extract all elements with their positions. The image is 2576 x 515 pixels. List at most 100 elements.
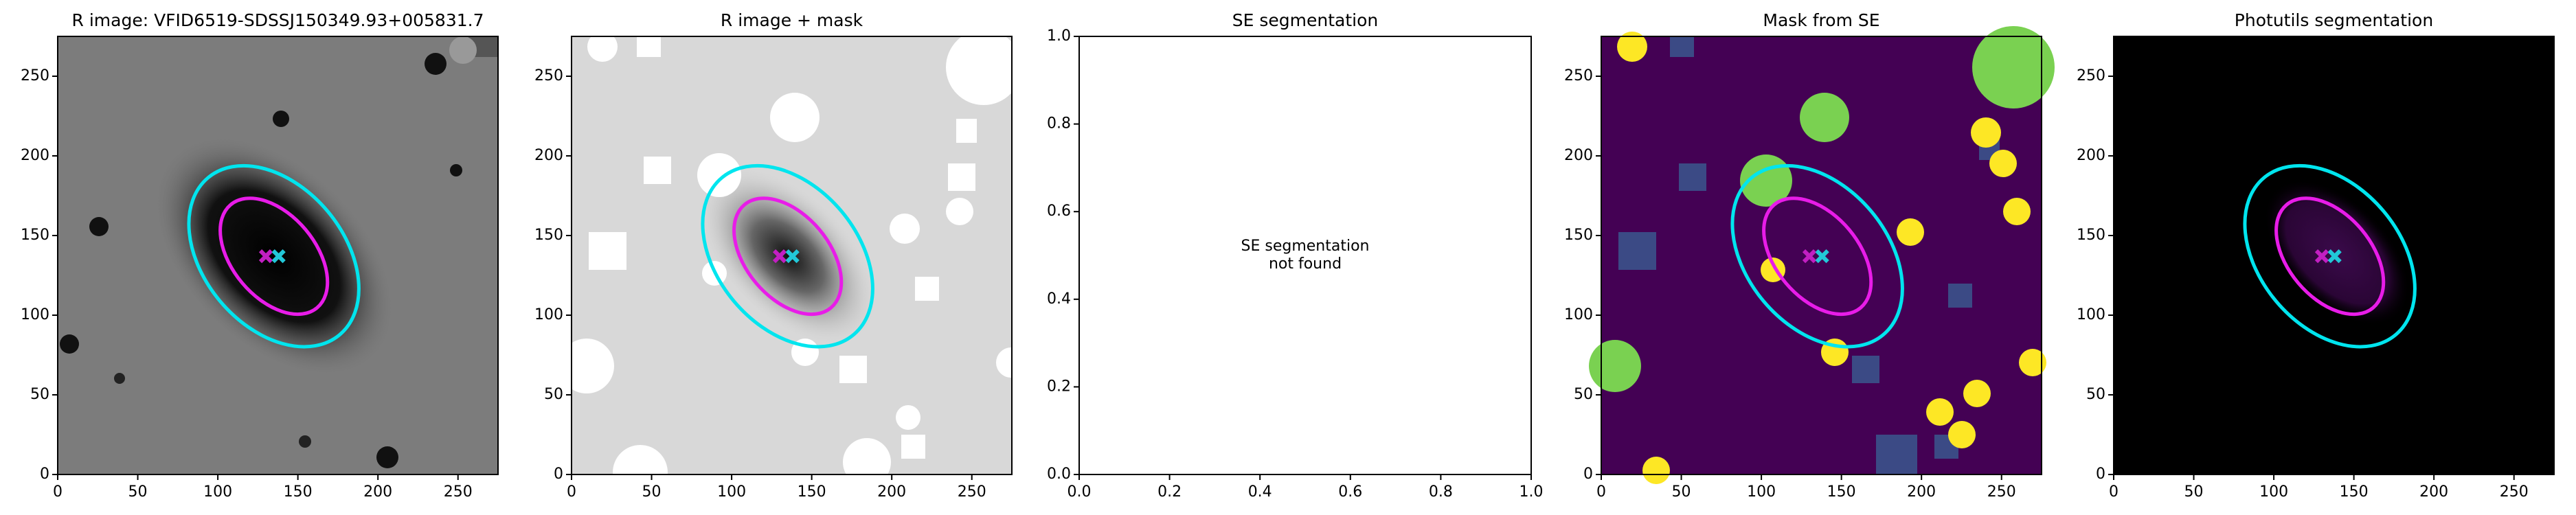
x-tick-label: 200 bbox=[2419, 483, 2448, 501]
aperture-ellipse bbox=[2243, 163, 2417, 349]
y-tick-label: 250 bbox=[21, 67, 49, 84]
x-tick-label: 0 bbox=[2109, 483, 2119, 501]
center-marker bbox=[2314, 249, 2329, 264]
x-tick-label: 150 bbox=[284, 483, 313, 501]
y-tick-label: 150 bbox=[21, 227, 49, 244]
y-tick-label: 150 bbox=[1564, 227, 1593, 244]
x-tick-label: 250 bbox=[2500, 483, 2529, 501]
aperture-ellipse bbox=[1762, 196, 1873, 317]
x-tick-label: 50 bbox=[128, 483, 148, 501]
aperture-ellipse bbox=[2274, 196, 2386, 317]
axes-frame bbox=[1078, 36, 1532, 475]
y-tick-label: 250 bbox=[1564, 67, 1593, 84]
center-marker bbox=[1815, 249, 1829, 264]
panel-title: Mask from SE bbox=[1763, 10, 1879, 30]
x-tick-label: 200 bbox=[1907, 483, 1936, 501]
y-tick-label: 200 bbox=[534, 147, 563, 164]
panel: Photutils segmentation 0 50 100 150 200 250 0 50… bbox=[2077, 10, 2555, 501]
center-marker bbox=[2327, 249, 2342, 264]
panel: Mask from SE 0 50 100 150 200 250 0 50 100 150 200 2… bbox=[1564, 10, 2042, 501]
overlay bbox=[187, 163, 361, 349]
x-tick-label: 0.0 bbox=[1067, 483, 1092, 501]
overlay bbox=[2243, 163, 2417, 349]
image-background bbox=[559, 30, 1026, 500]
aperture-ellipse bbox=[732, 196, 844, 317]
y-tick-label: 0.6 bbox=[1047, 203, 1071, 220]
panel: R image + mask 0 50 100 150 200 250 0 50 100 150 20… bbox=[534, 10, 1013, 501]
x-tick-label: 100 bbox=[717, 483, 746, 501]
axes-frame bbox=[2113, 36, 2555, 475]
x-tick-label: 100 bbox=[2259, 483, 2288, 501]
aperture-ellipse bbox=[187, 163, 361, 349]
x-tick-label: 0.8 bbox=[1429, 483, 1453, 501]
x-tick-label: 100 bbox=[203, 483, 232, 501]
y-tick-label: 200 bbox=[1564, 147, 1593, 164]
x-tick-label: 250 bbox=[1987, 483, 2016, 501]
y-tick-label: 0 bbox=[2096, 466, 2105, 483]
annotation: SE segmentation bbox=[1241, 238, 1370, 255]
panel-title: Photutils segmentation bbox=[2235, 10, 2433, 30]
x-tick-label: 150 bbox=[2340, 483, 2369, 501]
x-tick-label: 0 bbox=[567, 483, 576, 501]
aperture-ellipse bbox=[701, 163, 874, 349]
center-marker bbox=[785, 249, 800, 264]
y-tick-label: 150 bbox=[534, 227, 563, 244]
y-tick-label: 0 bbox=[1583, 466, 1593, 483]
axes-frame bbox=[1601, 36, 2042, 475]
y-tick-label: 200 bbox=[2077, 147, 2105, 164]
y-tick-label: 50 bbox=[30, 386, 49, 403]
panel-title: R image: VFID6519-SDSSJ150349.93+005831.… bbox=[72, 10, 484, 30]
axes-frame bbox=[571, 36, 1013, 475]
overlay bbox=[701, 163, 874, 349]
y-tick-label: 250 bbox=[2077, 67, 2105, 84]
center-marker bbox=[1802, 249, 1817, 264]
x-tick-label: 250 bbox=[444, 483, 473, 501]
x-tick-label: 100 bbox=[1747, 483, 1776, 501]
y-tick-label: 100 bbox=[2077, 306, 2105, 323]
center-marker bbox=[772, 249, 787, 264]
y-tick-label: 50 bbox=[544, 386, 563, 403]
panel-title: R image + mask bbox=[721, 10, 863, 30]
overlay bbox=[1730, 163, 1904, 349]
x-tick-label: 50 bbox=[2184, 483, 2204, 501]
image-background bbox=[58, 36, 498, 474]
x-tick-label: 200 bbox=[877, 483, 906, 501]
panel-title: SE segmentation bbox=[1232, 10, 1378, 30]
x-tick-label: 50 bbox=[642, 483, 662, 501]
x-tick-label: 0 bbox=[1596, 483, 1606, 501]
y-tick-label: 50 bbox=[2086, 386, 2105, 403]
x-tick-label: 0.2 bbox=[1157, 483, 1182, 501]
x-tick-label: 150 bbox=[1827, 483, 1856, 501]
y-tick-label: 50 bbox=[1574, 386, 1593, 403]
y-tick-label: 150 bbox=[2077, 227, 2105, 244]
y-tick-label: 1.0 bbox=[1047, 27, 1071, 45]
y-tick-label: 200 bbox=[21, 147, 49, 164]
x-tick-label: 0.6 bbox=[1338, 483, 1362, 501]
x-tick-label: 1.0 bbox=[1519, 483, 1544, 501]
panel: R image: VFID6519-SDSSJ150349.93+005831.… bbox=[21, 10, 499, 501]
y-tick-label: 0.2 bbox=[1047, 378, 1071, 395]
y-tick-label: 0 bbox=[554, 466, 563, 483]
x-tick-label: 200 bbox=[363, 483, 392, 501]
y-tick-label: 0.4 bbox=[1047, 290, 1071, 308]
y-tick-label: 0.0 bbox=[1047, 466, 1071, 483]
aperture-ellipse bbox=[218, 196, 330, 317]
x-tick-label: 150 bbox=[798, 483, 826, 501]
y-tick-label: 0 bbox=[40, 466, 49, 483]
x-tick-label: 0 bbox=[53, 483, 63, 501]
y-tick-label: 100 bbox=[21, 306, 49, 323]
x-tick-label: 250 bbox=[958, 483, 986, 501]
y-tick-label: 100 bbox=[1564, 306, 1593, 323]
center-marker bbox=[271, 249, 286, 264]
x-tick-label: 0.4 bbox=[1248, 483, 1272, 501]
y-tick-label: 250 bbox=[534, 67, 563, 84]
x-tick-label: 50 bbox=[1672, 483, 1691, 501]
annotation: not found bbox=[1269, 255, 1342, 273]
aperture-ellipse bbox=[1730, 163, 1904, 349]
y-tick-label: 100 bbox=[534, 306, 563, 323]
center-marker bbox=[258, 249, 273, 264]
axes-frame bbox=[57, 36, 499, 475]
y-tick-label: 0.8 bbox=[1047, 115, 1071, 133]
